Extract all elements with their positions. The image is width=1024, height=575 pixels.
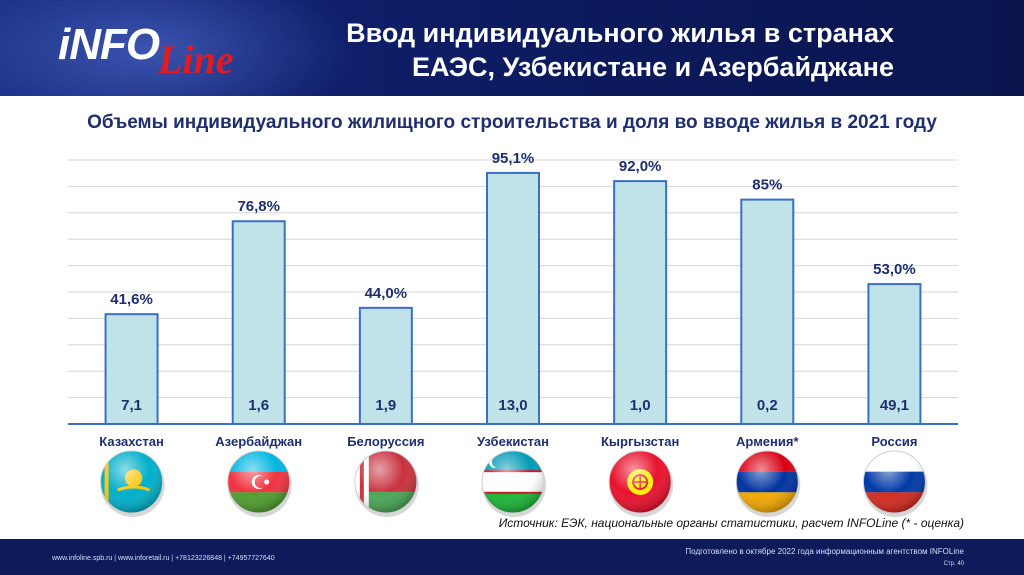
- share-label-3: 44,0%: [365, 285, 408, 302]
- flag-gloss: [100, 450, 164, 514]
- header-glow: [0, 0, 360, 96]
- category-label-1: Казахстан: [99, 434, 164, 449]
- share-label-1: 41,6%: [110, 291, 153, 308]
- bar-6: [740, 198, 795, 425]
- flag-gloss: [481, 450, 545, 514]
- share-label-4: 95,1%: [492, 150, 535, 167]
- slide-title-line1: Ввод индивидуального жилья в странах: [346, 18, 894, 48]
- category-label-3: Белоруссия: [347, 434, 424, 449]
- category-label-6: Армения*: [736, 434, 799, 449]
- share-label-5: 92,0%: [619, 158, 662, 175]
- volume-label-1: 7,1: [121, 397, 142, 414]
- flag-gloss: [608, 450, 672, 514]
- chart-title: Объемы индивидуального жилищного строите…: [87, 112, 937, 133]
- category-label-5: Кыргызстан: [601, 434, 679, 449]
- flag-gloss: [227, 450, 291, 514]
- infoline-logo: iNFO Line: [58, 14, 258, 84]
- header-banner: iNFO Line Ввод индивидуального жилья в с…: [0, 0, 1024, 96]
- footer-contacts: www.infoline.spb.ru | www.inforetail.ru …: [52, 555, 275, 562]
- share-label-7: 53,0%: [873, 261, 916, 278]
- bar-3: [358, 306, 413, 425]
- footer-bar: www.infoline.spb.ru | www.inforetail.ru …: [0, 539, 1024, 575]
- source-note: Источник: ЕЭК, национальные органы стати…: [498, 516, 964, 530]
- volume-label-4: 13,0: [498, 397, 527, 414]
- volume-label-2: 1,6: [248, 397, 269, 414]
- footer-prepared: Подготовлено в октябре 2022 года информа…: [685, 547, 964, 556]
- share-label-6: 85%: [752, 177, 782, 194]
- logo-sub-text: Line: [158, 37, 234, 82]
- flag-gloss: [735, 450, 799, 514]
- bar-7: [867, 283, 922, 425]
- bar-4: [486, 171, 540, 425]
- bar-2: [231, 220, 286, 425]
- logo-main-text: iNFO: [58, 20, 160, 69]
- category-label-2: Азербайджан: [215, 434, 302, 449]
- category-label-7: Россия: [871, 434, 917, 449]
- volume-label-5: 1,0: [630, 397, 651, 414]
- volume-label-6: 0,2: [757, 397, 778, 414]
- slide-title-line2: ЕАЭС, Узбекистане и Азербайджане: [411, 52, 894, 82]
- volume-label-3: 1,9: [375, 397, 396, 414]
- category-label-4: Узбекистан: [477, 434, 549, 449]
- bar-5: [613, 180, 668, 425]
- slide-title: Ввод индивидуального жилья в странах ЕАЭ…: [346, 16, 894, 84]
- volume-label-7: 49,1: [880, 397, 909, 414]
- bar-chart: 41,6% 7,1 Казахстан 76,8% 1,6 Азербайджан 44…: [68, 150, 958, 517]
- flag-gloss: [354, 450, 418, 514]
- flag-gloss: [862, 450, 926, 514]
- page-number: Стр. 40: [943, 561, 964, 567]
- share-label-2: 76,8%: [237, 198, 280, 215]
